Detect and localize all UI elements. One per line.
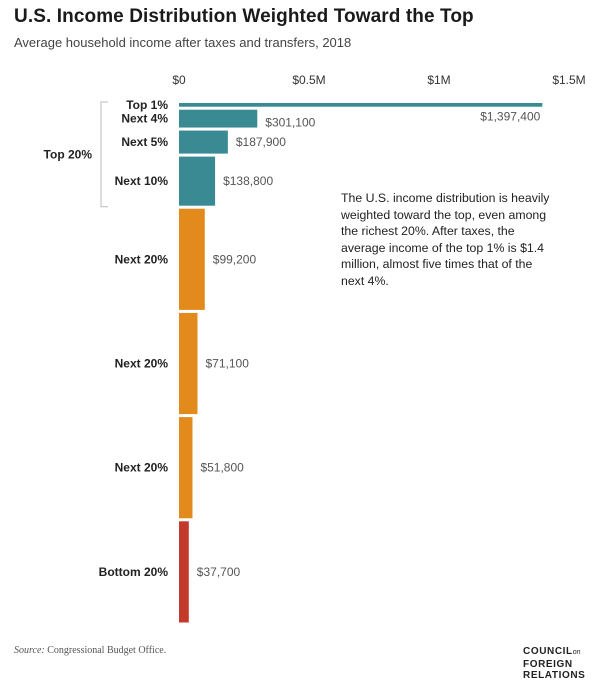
bar-chart: $0 $0.5M $1M $1.5M Top 1% $1,397,400 Next 4% $3…: [44, 73, 586, 623]
x-tick-label: $0.5M: [292, 73, 325, 87]
brand-logo: COUNCILon FOREIGN RELATIONS: [523, 646, 585, 682]
bar: [179, 312, 198, 415]
chart-subtitle: Average household income after taxes and…: [14, 35, 352, 50]
value-label: $187,900: [236, 135, 286, 149]
x-tick-label: $1.5M: [552, 73, 585, 87]
category-label: Next 20%: [115, 461, 169, 475]
value-label: $1,397,400: [480, 110, 540, 124]
bar: [179, 521, 189, 623]
bar: [179, 208, 205, 310]
category-label: Next 10%: [115, 174, 169, 188]
bar: [179, 156, 216, 206]
bar: [179, 103, 543, 107]
source-text: Congressional Budget Office.: [47, 645, 167, 656]
value-label: $51,800: [200, 461, 244, 475]
value-label: $37,700: [197, 565, 241, 579]
brand-line1: COUNCIL: [523, 646, 573, 657]
value-label: $138,800: [223, 174, 273, 188]
brand-line2: FOREIGN: [523, 658, 573, 670]
group-bracket: [100, 101, 108, 208]
category-label: Bottom 20%: [99, 565, 169, 579]
chart-annotation: The U.S. income distribution is heavily …: [341, 191, 550, 288]
x-tick-label: $1M: [427, 73, 450, 87]
category-label: Next 4%: [121, 112, 168, 126]
bar: [179, 130, 228, 154]
value-label: $301,100: [265, 116, 315, 130]
category-label: Next 5%: [121, 135, 168, 149]
bar: [179, 109, 258, 128]
bar: [179, 417, 193, 519]
value-label: $71,100: [205, 357, 249, 371]
category-label: Next 20%: [115, 357, 169, 371]
value-label: $99,200: [213, 252, 257, 266]
source-label: Source:: [14, 645, 45, 656]
brand-line1-small: on: [572, 649, 581, 656]
category-label: Top 1%: [126, 98, 168, 112]
brand-line3: RELATIONS: [523, 670, 586, 681]
group-label: Top 20%: [44, 147, 93, 161]
category-label: Next 20%: [115, 252, 169, 266]
source-note: Source: Congressional Budget Office.: [14, 645, 166, 656]
x-tick-label: $0: [172, 73, 186, 87]
chart-title: U.S. Income Distribution Weighted Toward…: [14, 6, 474, 27]
